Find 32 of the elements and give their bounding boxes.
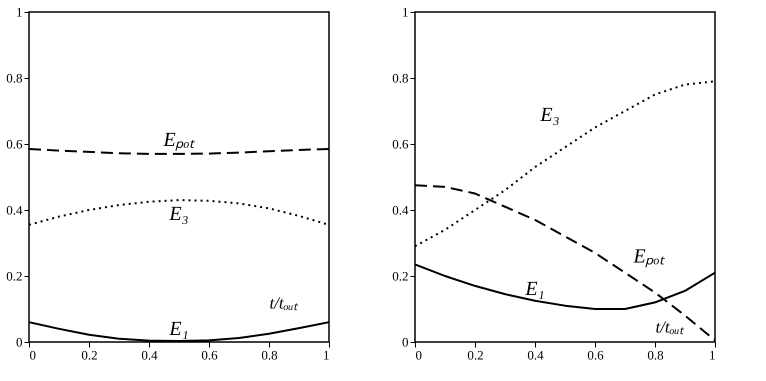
series-label: Eₚₒₜ [632,246,666,268]
y-tick-label: 0.4 [6,202,23,218]
y-tick-label: 0 [16,334,22,350]
x-axis-title: t/tₒᵤₜ [269,294,298,312]
series-label: E₃ [168,203,189,226]
series-label: E₃ [539,104,560,126]
y-tick-label: 0.6 [6,136,23,152]
x-axis-title: t/tₒᵤₜ [655,318,684,336]
x-tick-label: 1 [323,348,330,362]
x-tick-label: 0.6 [587,348,604,362]
x-tick-label: 0 [30,348,36,362]
y-tick-label: 0.6 [392,136,409,152]
x-tick-label: 0.8 [261,348,278,362]
series-label: E₁ [168,318,189,340]
x-tick-label: 0.4 [141,348,158,362]
x-tick-label: 0.8 [647,348,664,362]
x-tick-label: 0.2 [467,348,484,362]
y-tick-label: 0 [402,334,408,350]
y-tick-label: 1 [402,4,408,20]
x-tick-label: 0.2 [81,348,98,362]
y-tick-label: 1 [16,4,22,20]
x-tick-label: 0.6 [201,348,218,362]
y-tick-label: 0.4 [392,202,409,218]
x-tick-label: 0 [416,348,422,362]
y-tick-label: 0.2 [6,268,22,284]
series-label: Eₚₒₜ [162,128,196,151]
y-tick-label: 0.2 [392,268,408,284]
y-tick-label: 0.8 [6,70,22,86]
x-tick-label: 1 [709,348,716,362]
x-tick-label: 0.4 [527,348,544,362]
y-tick-label: 0.8 [392,70,408,86]
series-label: E₁ [524,278,545,300]
